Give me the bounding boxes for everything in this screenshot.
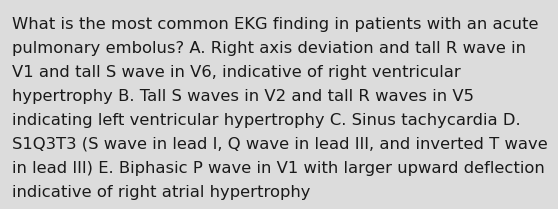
Text: What is the most common EKG finding in patients with an acute: What is the most common EKG finding in p… bbox=[12, 17, 539, 32]
Text: indicative of right atrial hypertrophy: indicative of right atrial hypertrophy bbox=[12, 185, 311, 200]
Text: pulmonary embolus? A. Right axis deviation and tall R wave in: pulmonary embolus? A. Right axis deviati… bbox=[12, 41, 526, 56]
Text: S1Q3T3 (S wave in lead I, Q wave in lead III, and inverted T wave: S1Q3T3 (S wave in lead I, Q wave in lead… bbox=[12, 137, 548, 152]
Text: V1 and tall S wave in V6, indicative of right ventricular: V1 and tall S wave in V6, indicative of … bbox=[12, 65, 461, 80]
Text: hypertrophy B. Tall S waves in V2 and tall R waves in V5: hypertrophy B. Tall S waves in V2 and ta… bbox=[12, 89, 474, 104]
Text: indicating left ventricular hypertrophy C. Sinus tachycardia D.: indicating left ventricular hypertrophy … bbox=[12, 113, 521, 128]
Text: in lead III) E. Biphasic P wave in V1 with larger upward deflection: in lead III) E. Biphasic P wave in V1 wi… bbox=[12, 161, 545, 176]
